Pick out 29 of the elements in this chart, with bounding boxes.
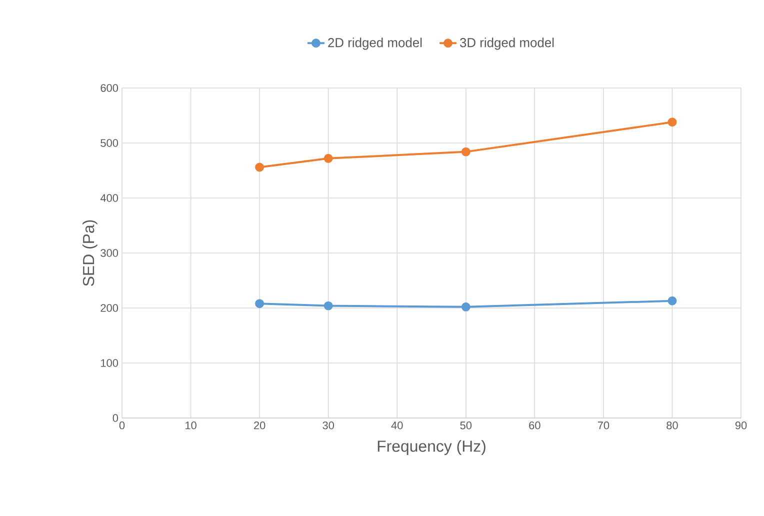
- y-tick-label: 300: [100, 249, 118, 257]
- x-tick-label: 80: [666, 422, 678, 430]
- x-tick-label: 20: [254, 422, 266, 430]
- point: [461, 302, 470, 312]
- x-axis-title: Frequency (Hz): [378, 440, 486, 455]
- x-tick-label: 40: [391, 422, 403, 430]
- x-tick-label: 30: [322, 422, 334, 430]
- y-axis-title: SED (Pa): [82, 220, 98, 286]
- y-tick-label: 100: [101, 359, 118, 367]
- x-tick-label: 60: [529, 422, 540, 430]
- x-tick-label: 10: [186, 422, 196, 430]
- x-tick-label: 70: [598, 422, 610, 430]
- x-tick-label: 0: [119, 422, 125, 430]
- point: [324, 154, 333, 163]
- legend-label: 3D ridged model: [460, 38, 554, 50]
- legend-label: 2D ridged model: [328, 38, 422, 50]
- point: [255, 162, 264, 172]
- y-tick-label: 0: [112, 414, 118, 422]
- point: [461, 147, 470, 156]
- y-tick-label: 500: [100, 139, 118, 147]
- point: [668, 118, 677, 127]
- x-tick-label: 90: [735, 422, 747, 430]
- point: [668, 296, 677, 306]
- point: [324, 301, 333, 310]
- point: [255, 299, 264, 308]
- x-tick-label: 50: [460, 422, 472, 430]
- y-tick-label: 400: [100, 194, 118, 202]
- y-tick-label: 200: [100, 304, 118, 312]
- y-tick-label: 600: [100, 84, 118, 92]
